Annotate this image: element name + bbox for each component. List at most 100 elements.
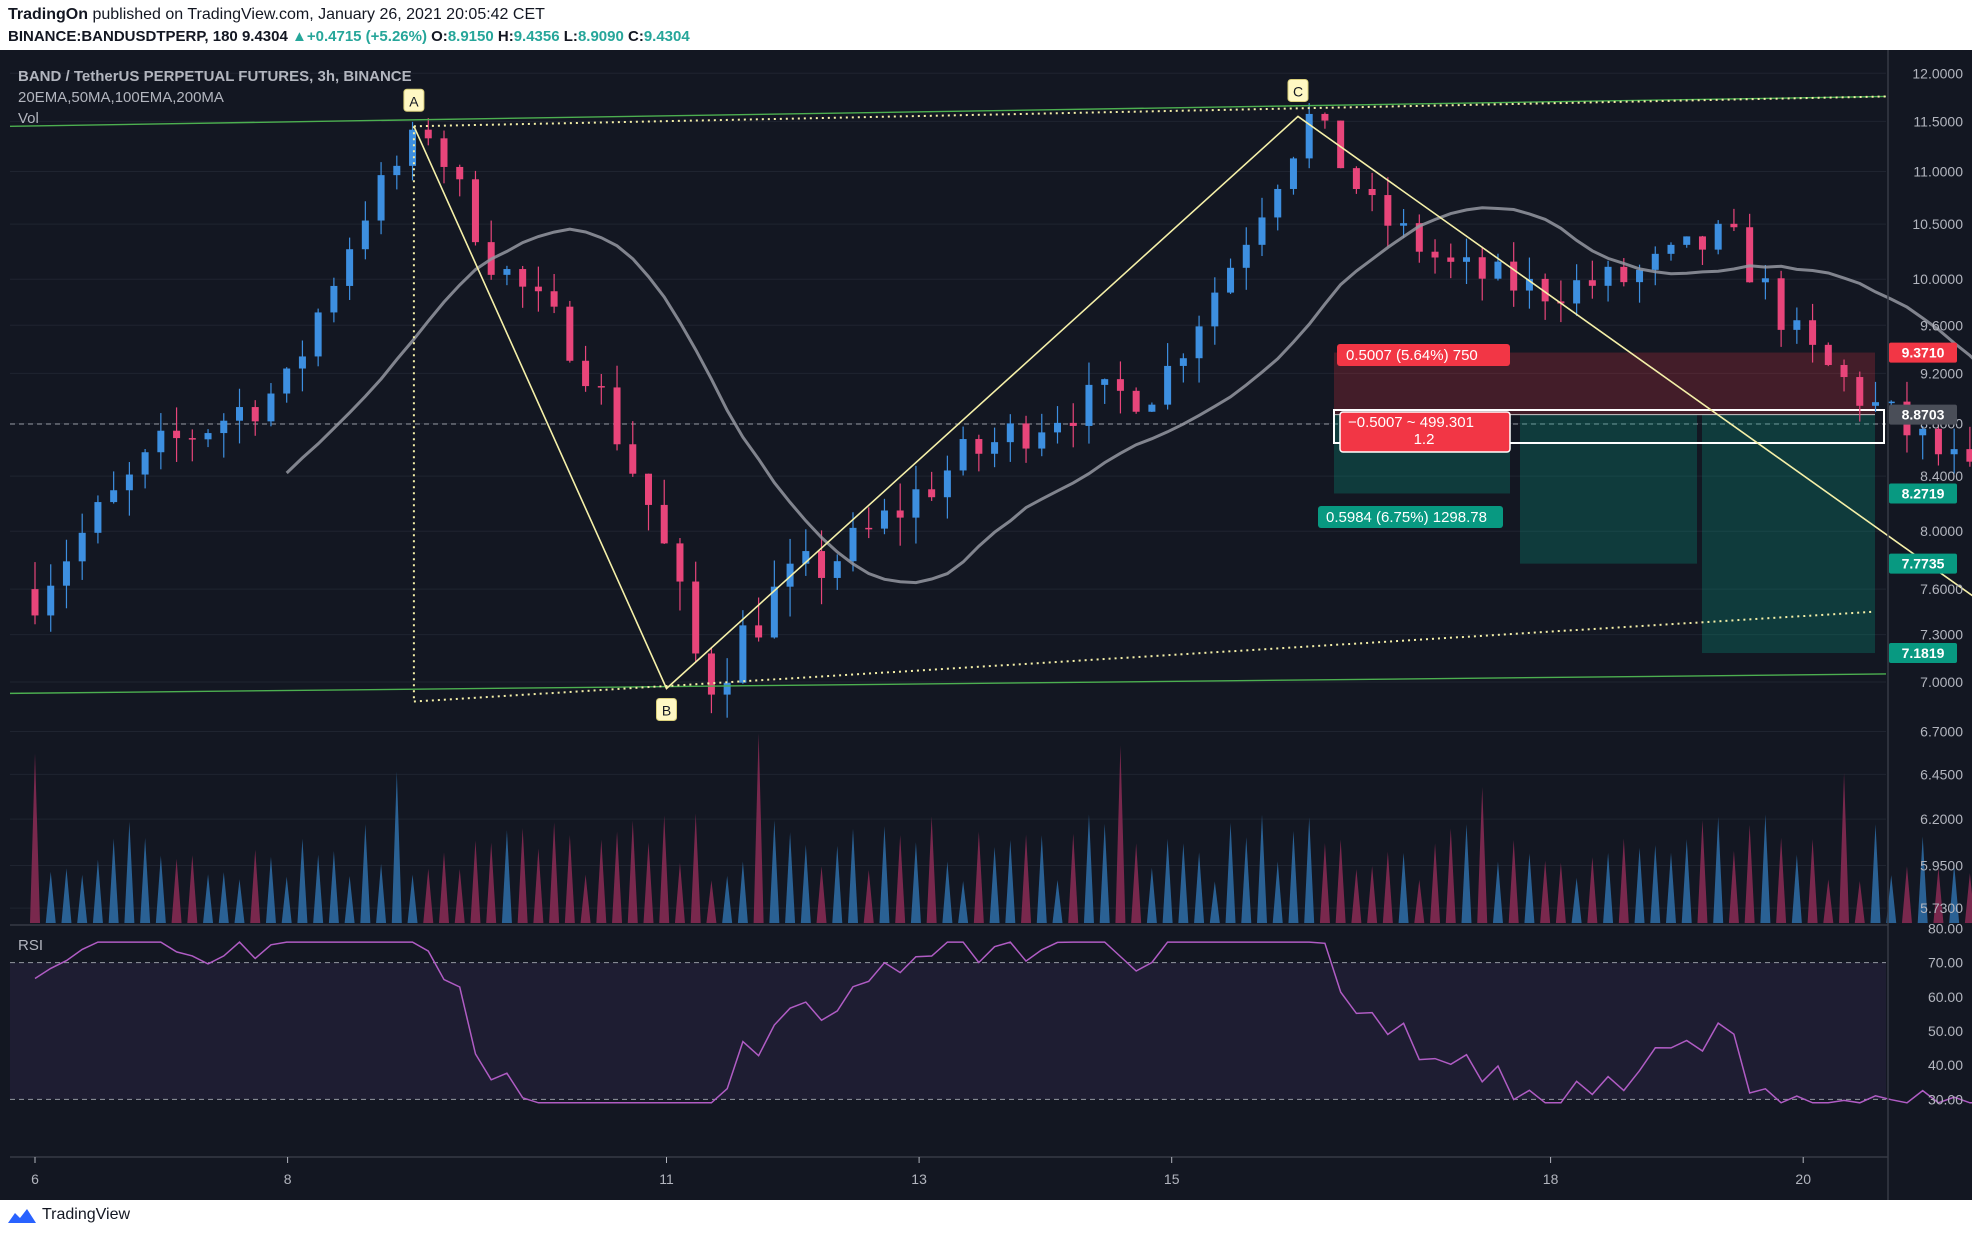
volume-bar: [1052, 879, 1063, 923]
target-zone: [1702, 414, 1875, 654]
candle-body: [220, 420, 228, 434]
candle-body: [1242, 244, 1250, 268]
volume-bar: [737, 861, 748, 923]
volume-bar: [92, 859, 103, 923]
candle-body: [1541, 278, 1549, 302]
candle-body: [283, 368, 291, 394]
time-tick-label: 18: [1543, 1171, 1559, 1187]
rsi-tick-label: 70.00: [1928, 955, 1963, 971]
candle-body: [1620, 266, 1628, 283]
volume-bar: [1791, 854, 1802, 923]
price-tick-label: 6.2000: [1920, 811, 1963, 827]
price-label-bg: [1889, 342, 1957, 363]
volume-bar: [1666, 852, 1677, 923]
volume-bar: [643, 842, 654, 923]
entry-box[interactable]: [1333, 409, 1885, 444]
pattern-point-marker[interactable]: [656, 697, 677, 721]
candle-body: [141, 452, 149, 475]
candle-body: [1683, 236, 1691, 245]
volume-bar: [769, 820, 780, 923]
pattern-drawings[interactable]: ABCD: [9, 78, 1972, 721]
volume-bar: [910, 842, 921, 923]
volume-bar: [1304, 817, 1315, 923]
pattern-point-marker[interactable]: [1287, 78, 1309, 102]
candle-body: [1809, 320, 1817, 345]
price-label-bg: [1889, 404, 1957, 425]
candlestick-series: [31, 103, 1972, 718]
price-tick-label: 8.4000: [1920, 468, 1963, 484]
volume-bar: [1697, 820, 1708, 923]
publisher-name[interactable]: TradingOn: [8, 6, 88, 23]
volume-bar: [501, 830, 512, 923]
volume-bar: [973, 831, 984, 923]
pattern-point-marker[interactable]: [403, 88, 425, 112]
rsi-tick-label: 50.00: [1928, 1023, 1963, 1039]
volume-bar: [989, 846, 1000, 923]
candle-body: [1573, 280, 1581, 304]
volume-bar: [391, 771, 402, 923]
pattern-point-label: B: [662, 702, 671, 718]
candle-body: [1038, 432, 1046, 449]
candle-body: [1730, 223, 1738, 228]
volume-bar: [785, 832, 796, 923]
volume-bar: [1272, 861, 1283, 923]
symbol-label: BINANCE:BANDUSDTPERP, 180: [8, 28, 238, 45]
volume-bar: [612, 831, 623, 923]
open-value: 8.9150: [447, 28, 494, 45]
candle-body: [1667, 244, 1675, 254]
price-tick-label: 7.0000: [1920, 674, 1963, 690]
candle-body: [534, 286, 542, 292]
candle-body: [456, 166, 464, 180]
candle-body: [1714, 223, 1722, 250]
volume-bar: [1744, 824, 1755, 923]
candle-body: [707, 653, 715, 695]
volume-bar: [1492, 861, 1503, 923]
volume-bar: [1477, 787, 1488, 923]
candle-body: [1211, 292, 1219, 327]
candle-body: [47, 585, 55, 616]
volume-bar: [1194, 852, 1205, 923]
candle-body: [1116, 379, 1124, 391]
volume-bar: [1445, 828, 1456, 923]
change-arrow-icon: ▲: [292, 28, 307, 45]
volume-bar: [234, 879, 245, 923]
candle-body: [409, 129, 417, 166]
candle-body: [865, 527, 873, 530]
price-change: +0.4715 (+5.26%): [306, 28, 427, 45]
candle-body: [1856, 377, 1864, 406]
volume-bar: [140, 837, 151, 923]
price-tick-label: 11.0000: [1913, 164, 1963, 180]
volume-bar: [1949, 863, 1960, 923]
candle-body: [896, 510, 904, 518]
volume-bar: [1807, 839, 1818, 923]
volume-bar: [533, 848, 544, 923]
candle-body: [1966, 449, 1972, 462]
ohlc-bar: BINANCE:BANDUSDTPERP, 180 9.4304 ▲+0.471…: [8, 28, 690, 45]
volume-bar: [863, 870, 874, 923]
close-label: C:: [628, 28, 644, 45]
candle-body: [1022, 423, 1030, 449]
candle-body: [471, 179, 479, 243]
volume-bar: [1083, 814, 1094, 923]
candle-body: [110, 490, 118, 503]
volume-bar: [1728, 850, 1739, 923]
candle-body: [1148, 404, 1156, 412]
price-tick-label: 10.0000: [1912, 271, 1963, 287]
volume-bar: [706, 880, 717, 923]
price-tick-label: 7.6000: [1920, 581, 1963, 597]
volume-bar: [124, 821, 135, 923]
volume-bar: [1021, 834, 1032, 923]
pattern-point-label: A: [409, 93, 419, 109]
rsi-tick-label: 60.00: [1928, 989, 1963, 1005]
candle-body: [1352, 168, 1360, 190]
candle-body: [739, 625, 747, 683]
tradingview-logo[interactable]: TradingView: [8, 1206, 130, 1224]
candle-body: [346, 249, 354, 286]
candle-body: [94, 502, 102, 533]
abcd-pattern-line[interactable]: [413, 115, 1972, 690]
volume-bar: [816, 866, 827, 923]
price-tick-label: 6.7000: [1920, 723, 1963, 739]
volume-bar: [848, 828, 859, 923]
candle-body: [1054, 422, 1062, 433]
